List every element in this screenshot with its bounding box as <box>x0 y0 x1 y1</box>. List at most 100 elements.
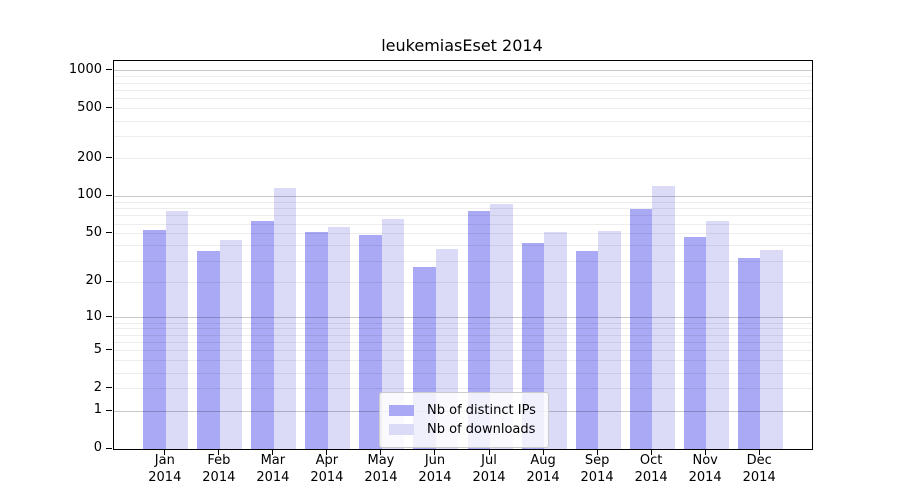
x-label-year: 2014 <box>472 470 506 485</box>
x-tick-label-may: May 2014 <box>351 452 411 486</box>
bar-oct-downloads <box>652 185 675 449</box>
legend: Nb of distinct IPs Nb of downloads <box>379 392 549 448</box>
x-label-year: 2014 <box>742 470 776 485</box>
x-tick-label-nov: Nov 2014 <box>675 452 735 486</box>
bar-nov-downloads <box>706 221 729 449</box>
x-label-year: 2014 <box>580 470 614 485</box>
x-label-month: Jul <box>481 453 497 468</box>
x-label-year: 2014 <box>634 470 668 485</box>
y-tick-label-5: 5 <box>93 341 102 357</box>
y-tick-label-50: 50 <box>85 224 102 240</box>
y-tick-100 <box>106 194 112 196</box>
bar-dec-distinct-ips <box>737 257 761 449</box>
y-tick-1000 <box>106 69 112 71</box>
x-label-month: Dec <box>746 453 772 468</box>
x-label-year: 2014 <box>364 470 398 485</box>
bar-may-distinct-ips <box>359 234 382 449</box>
chart-title: leukemiasEset 2014 <box>381 36 543 55</box>
x-tick-label-jun: Jun 2014 <box>405 452 465 486</box>
x-tick-apr <box>326 449 328 455</box>
y-tick-5 <box>106 349 112 351</box>
bar-mar-downloads <box>273 187 297 449</box>
x-label-month: Mar <box>260 453 286 468</box>
x-label-year: 2014 <box>526 470 560 485</box>
y-tick-label-20: 20 <box>85 273 102 289</box>
bar-jul-distinct-ips <box>467 210 491 449</box>
x-tick-label-sep: Sep 2014 <box>567 452 627 486</box>
x-tick-label-mar: Mar 2014 <box>243 452 303 486</box>
legend-swatch-distinct-ips <box>389 405 414 416</box>
y-tick-label-10: 10 <box>85 308 102 324</box>
x-tick-jun <box>434 449 436 455</box>
plot-area: Nb of distinct IPs Nb of downloads <box>113 60 813 450</box>
x-label-year: 2014 <box>310 470 344 485</box>
legend-item-distinct-ips: Nb of distinct IPs <box>389 402 536 419</box>
bar-jan-downloads <box>165 210 189 449</box>
legend-swatch-downloads <box>389 424 414 435</box>
y-tick-label-2: 2 <box>93 379 102 395</box>
bar-may-downloads <box>381 218 405 449</box>
bar-apr-distinct-ips <box>305 231 328 449</box>
x-tick-label-aug: Aug 2014 <box>513 452 573 486</box>
bar-jan-distinct-ips <box>143 229 166 449</box>
bar-aug-downloads <box>544 231 567 449</box>
x-label-month: May <box>367 453 395 468</box>
x-tick-label-jul: Jul 2014 <box>459 452 519 486</box>
y-tick-10 <box>106 316 112 318</box>
x-tick-label-apr: Apr 2014 <box>297 452 357 486</box>
y-tick-2 <box>106 387 112 389</box>
x-label-year: 2014 <box>256 470 290 485</box>
bars-layer <box>114 61 812 449</box>
x-label-month: Oct <box>639 453 663 468</box>
x-label-month: Feb <box>207 453 231 468</box>
y-tick-label-1: 1 <box>93 402 102 418</box>
x-tick-aug <box>542 449 544 455</box>
y-tick-20 <box>106 280 112 282</box>
x-label-year: 2014 <box>688 470 722 485</box>
y-tick-label-100: 100 <box>77 187 102 203</box>
bar-feb-downloads <box>219 239 243 449</box>
x-tick-oct <box>650 449 652 455</box>
legend-item-downloads: Nb of downloads <box>389 421 536 438</box>
x-tick-feb <box>218 449 220 455</box>
x-tick-nov <box>704 449 706 455</box>
y-tick-label-1000: 1000 <box>68 61 102 77</box>
x-tick-dec <box>758 449 760 455</box>
x-label-month: Apr <box>315 453 339 468</box>
bar-sep-distinct-ips <box>575 251 599 449</box>
y-tick-0 <box>106 447 112 449</box>
x-label-month: Jan <box>154 453 175 468</box>
bar-mar-distinct-ips <box>251 221 274 449</box>
bar-sep-downloads <box>598 230 621 449</box>
x-label-year: 2014 <box>202 470 236 485</box>
x-tick-jan <box>164 449 166 455</box>
y-tick-label-0: 0 <box>93 440 102 455</box>
x-tick-label-dec: Dec 2014 <box>729 452 789 486</box>
y-tick-200 <box>106 157 112 159</box>
x-label-month: Jun <box>424 453 446 468</box>
x-tick-mar <box>272 449 274 455</box>
bar-dec-downloads <box>760 249 783 449</box>
bar-jul-downloads <box>490 204 513 449</box>
x-tick-label-feb: Feb 2014 <box>189 452 249 486</box>
x-tick-label-jan: Jan 2014 <box>135 452 195 486</box>
bar-oct-distinct-ips <box>629 209 653 449</box>
x-tick-sep <box>596 449 598 455</box>
y-tick-1 <box>106 409 112 411</box>
x-tick-label-oct: Oct 2014 <box>621 452 681 486</box>
x-label-year: 2014 <box>418 470 452 485</box>
x-tick-jul <box>488 449 490 455</box>
bar-nov-distinct-ips <box>683 237 707 449</box>
y-tick-50 <box>106 232 112 234</box>
x-label-month: Nov <box>692 453 718 468</box>
bar-apr-downloads <box>327 226 351 449</box>
y-tick-label-200: 200 <box>77 149 102 165</box>
x-label-year: 2014 <box>148 470 182 485</box>
x-label-month: Sep <box>584 453 610 468</box>
x-label-month: Aug <box>530 453 556 468</box>
legend-label: Nb of downloads <box>427 422 536 437</box>
bar-feb-distinct-ips <box>197 251 220 449</box>
x-tick-may <box>380 449 382 455</box>
y-tick-500 <box>106 107 112 109</box>
